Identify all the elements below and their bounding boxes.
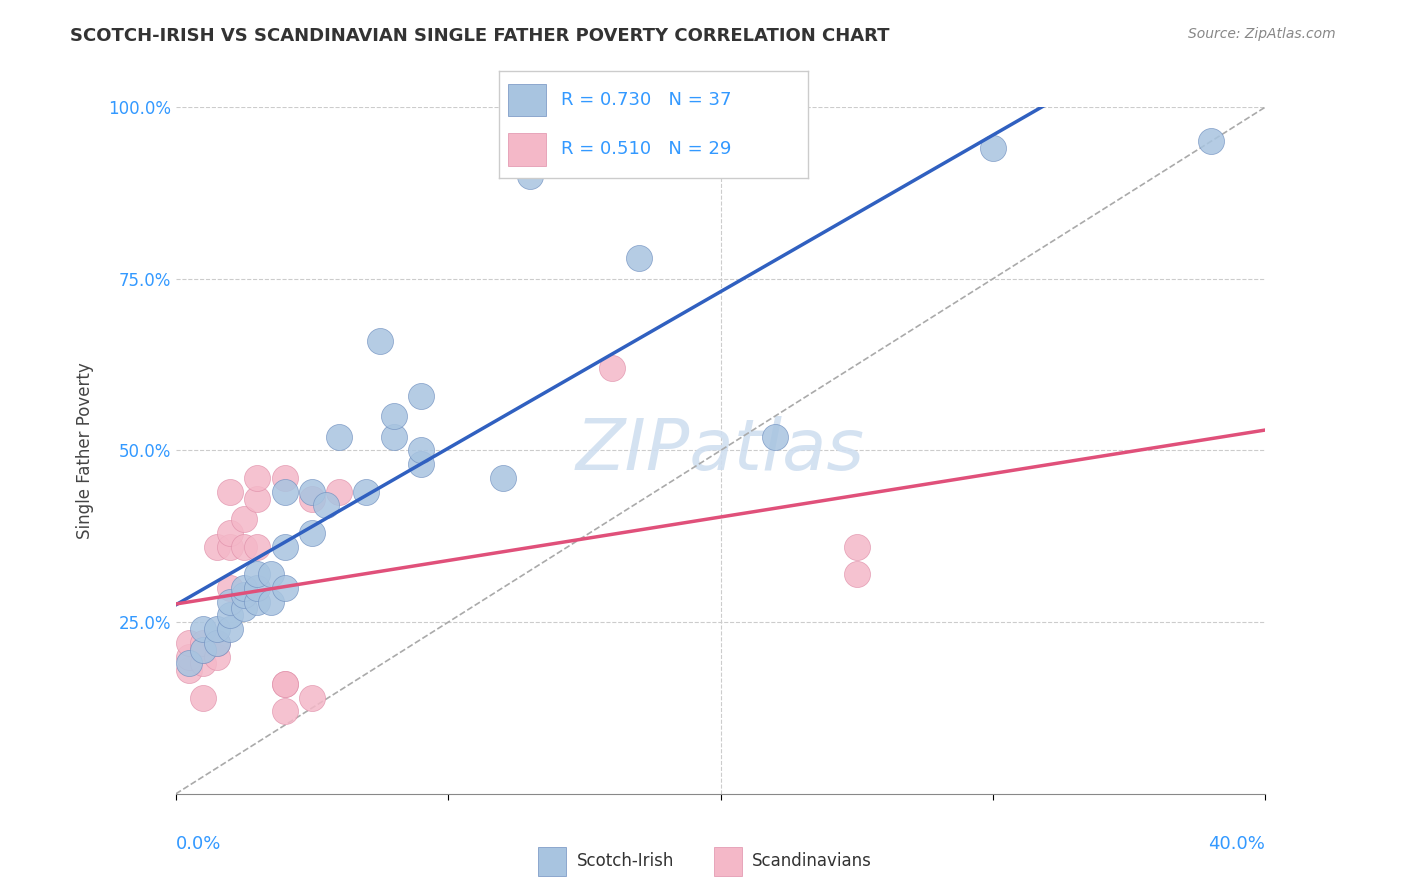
Point: [179, 663, 201, 677]
Bar: [509, 134, 546, 166]
Point: [328, 430, 350, 444]
Point: [382, 409, 405, 423]
Point: [274, 484, 297, 499]
Point: [301, 491, 323, 506]
Point: [205, 649, 228, 664]
Point: [627, 251, 650, 265]
Point: [232, 581, 254, 595]
Point: [409, 457, 432, 471]
Point: [382, 430, 405, 444]
Point: [191, 642, 214, 657]
Point: [246, 471, 269, 485]
Point: [409, 443, 432, 458]
Point: [179, 649, 201, 664]
Bar: [537, 847, 565, 876]
Point: [274, 677, 297, 691]
Point: [981, 141, 1004, 155]
Point: [191, 690, 214, 705]
Point: [1199, 134, 1222, 148]
Point: [205, 636, 228, 650]
Point: [191, 622, 214, 636]
Point: [205, 622, 228, 636]
Point: [219, 594, 242, 608]
Point: [191, 657, 214, 671]
Point: [232, 601, 254, 615]
Point: [219, 540, 242, 554]
Point: [301, 690, 323, 705]
Point: [274, 471, 297, 485]
Point: [219, 525, 242, 540]
Text: R = 0.730   N = 37: R = 0.730 N = 37: [561, 91, 731, 109]
Text: 40.0%: 40.0%: [1209, 835, 1265, 853]
Y-axis label: Single Father Poverty: Single Father Poverty: [76, 362, 94, 539]
Text: SCOTCH-IRISH VS SCANDINAVIAN SINGLE FATHER POVERTY CORRELATION CHART: SCOTCH-IRISH VS SCANDINAVIAN SINGLE FATH…: [70, 27, 890, 45]
Point: [219, 622, 242, 636]
Point: [246, 540, 269, 554]
Point: [191, 636, 214, 650]
Point: [219, 484, 242, 499]
Text: R = 0.510   N = 29: R = 0.510 N = 29: [561, 141, 731, 159]
Point: [845, 567, 868, 582]
Point: [301, 525, 323, 540]
Point: [315, 499, 337, 513]
Text: Scandinavians: Scandinavians: [752, 852, 872, 870]
Text: Source: ZipAtlas.com: Source: ZipAtlas.com: [1188, 27, 1336, 41]
Point: [845, 540, 868, 554]
Point: [179, 657, 201, 671]
Bar: [509, 84, 546, 116]
Text: ZIPatlas: ZIPatlas: [576, 416, 865, 485]
Point: [246, 581, 269, 595]
Point: [301, 484, 323, 499]
Point: [274, 705, 297, 719]
Point: [246, 594, 269, 608]
Point: [219, 581, 242, 595]
Point: [205, 540, 228, 554]
Point: [356, 484, 378, 499]
Point: [328, 484, 350, 499]
Point: [274, 540, 297, 554]
Point: [191, 642, 214, 657]
Text: Scotch-Irish: Scotch-Irish: [576, 852, 673, 870]
Point: [232, 588, 254, 602]
Point: [232, 512, 254, 526]
Point: [179, 636, 201, 650]
Point: [519, 169, 541, 183]
Bar: [713, 847, 742, 876]
Point: [260, 567, 283, 582]
Point: [205, 636, 228, 650]
Point: [600, 361, 623, 376]
Point: [519, 113, 541, 128]
Point: [260, 594, 283, 608]
Point: [274, 581, 297, 595]
Point: [492, 471, 515, 485]
Point: [219, 608, 242, 623]
Point: [368, 334, 391, 348]
Point: [763, 430, 786, 444]
Point: [409, 388, 432, 402]
Text: 0.0%: 0.0%: [176, 835, 221, 853]
Point: [246, 567, 269, 582]
Point: [246, 491, 269, 506]
Point: [274, 677, 297, 691]
Point: [232, 540, 254, 554]
